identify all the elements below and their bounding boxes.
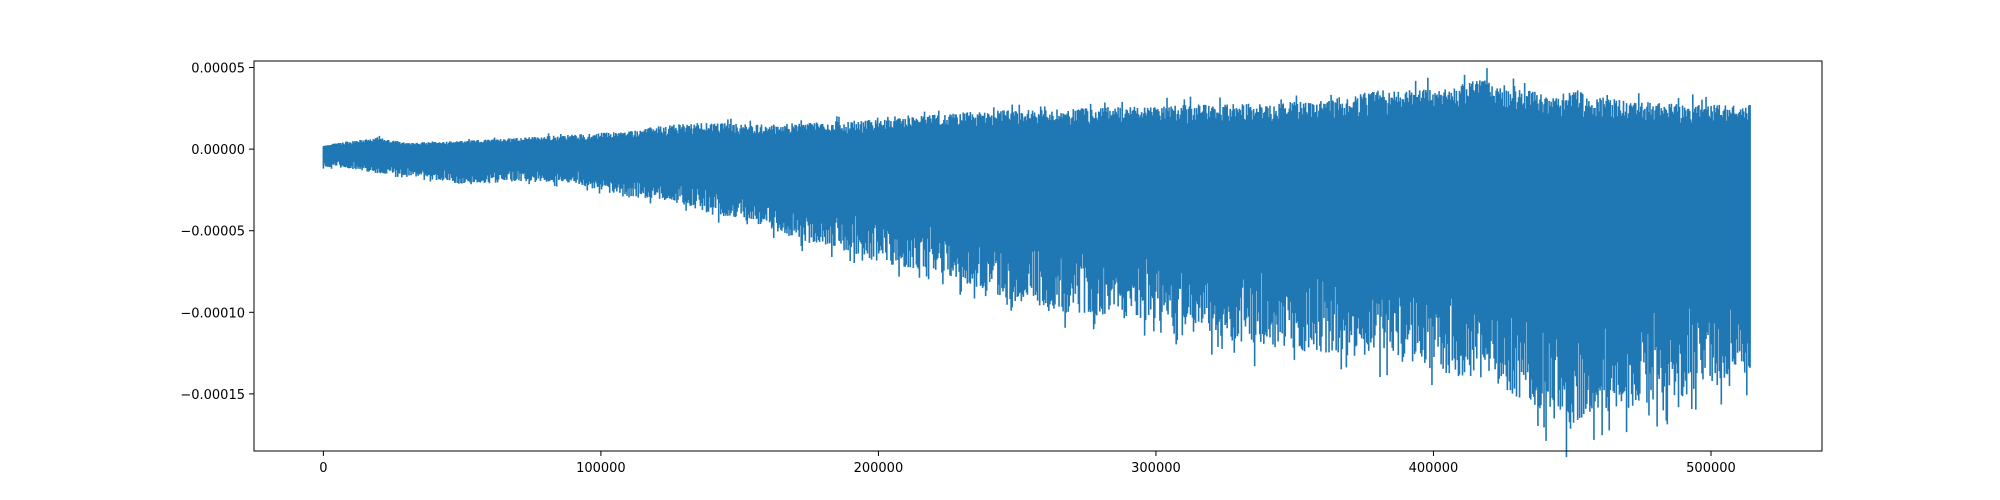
- x-tick-label: 0: [319, 461, 327, 476]
- axes-border: [253, 60, 1823, 452]
- x-tick-label: 500000: [1686, 461, 1736, 476]
- y-tick-label: 0.00005: [191, 62, 245, 77]
- x-tick-label: 300000: [1131, 461, 1181, 476]
- series-body-0: [323, 110, 1750, 325]
- axes-frame: [253, 60, 1823, 452]
- x-tick-label: 400000: [1409, 461, 1459, 476]
- plot-area: [322, 68, 1751, 458]
- x-axis: 0 100000 200000 300000 400000 500000: [319, 451, 1736, 476]
- x-tick-label: 100000: [576, 461, 626, 476]
- y-tick-label: −0.00015: [180, 388, 245, 403]
- y-tick-label: −0.00010: [180, 306, 245, 321]
- y-tick-label: 0.00000: [191, 143, 245, 158]
- x-tick-label: 200000: [854, 461, 904, 476]
- y-tick-label: −0.00005: [180, 225, 245, 240]
- y-axis: 0.00005 0.00000 −0.00005 −0.00010 −0.00015: [180, 62, 254, 403]
